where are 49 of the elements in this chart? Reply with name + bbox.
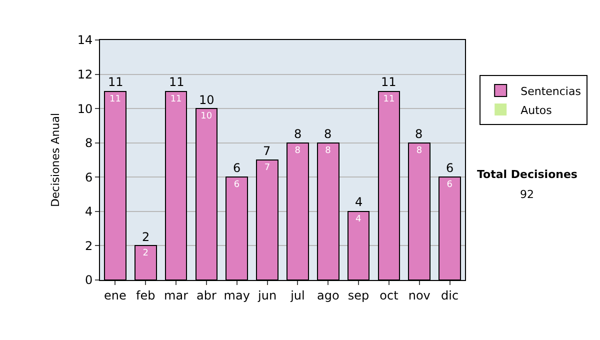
- data-label: 10: [200, 112, 212, 122]
- x-tick-label: may: [224, 288, 250, 302]
- data-label: 6: [234, 180, 240, 190]
- total-label: 11: [108, 75, 124, 89]
- data-label: 11: [109, 94, 121, 104]
- data-label: 4: [356, 214, 362, 224]
- total-label: 6: [446, 161, 454, 175]
- x-tick-label: dic: [441, 288, 459, 302]
- x-tick-label: ago: [316, 288, 340, 302]
- y-tick-label: 2: [84, 238, 93, 253]
- data-label: 6: [446, 180, 453, 190]
- total-label: 4: [355, 195, 363, 209]
- data-label: 8: [294, 146, 301, 156]
- legend-label: Sentencias: [520, 84, 582, 98]
- y-tick-label: 12: [77, 67, 93, 82]
- total-label: 8: [294, 127, 302, 141]
- y-tick-label: 0: [84, 273, 93, 288]
- total-label: 8: [324, 127, 332, 141]
- y-axis-title: Decisiones Anual: [48, 112, 62, 208]
- data-label: 11: [170, 94, 182, 104]
- total-label: 2: [142, 230, 150, 244]
- x-tick-label: sep: [348, 288, 370, 302]
- text: Total Decisiones: [477, 168, 578, 181]
- total-label: 6: [233, 161, 241, 175]
- y-tick-label: 8: [84, 136, 93, 150]
- data-label: 8: [416, 146, 422, 156]
- x-tick-label: ene: [104, 288, 126, 302]
- total-label: 7: [263, 144, 271, 158]
- x-tick-label: abr: [196, 288, 216, 302]
- y-tick-label: 6: [84, 170, 93, 184]
- data-label: 8: [325, 146, 332, 156]
- total-label: 8: [415, 127, 423, 141]
- x-tick-label: nov: [408, 288, 430, 302]
- x-tick-label: jul: [290, 288, 305, 302]
- x-tick-label: oct: [380, 288, 399, 302]
- data-label: 2: [142, 248, 148, 259]
- x-tick-label: jun: [257, 288, 277, 302]
- text: 92: [520, 188, 534, 201]
- y-tick-label: 14: [77, 33, 93, 48]
- y-tick-label: 4: [84, 204, 93, 219]
- x-tick-label: mar: [164, 288, 188, 302]
- y-tick-label: 10: [77, 102, 93, 116]
- total-label: 11: [381, 75, 396, 89]
- total-label: 11: [169, 75, 184, 89]
- x-tick-label: feb: [136, 288, 156, 302]
- data-label: 7: [264, 163, 270, 173]
- legend-label: Autos: [520, 104, 552, 117]
- total-label: 10: [199, 93, 214, 107]
- data-label: 11: [383, 94, 395, 104]
